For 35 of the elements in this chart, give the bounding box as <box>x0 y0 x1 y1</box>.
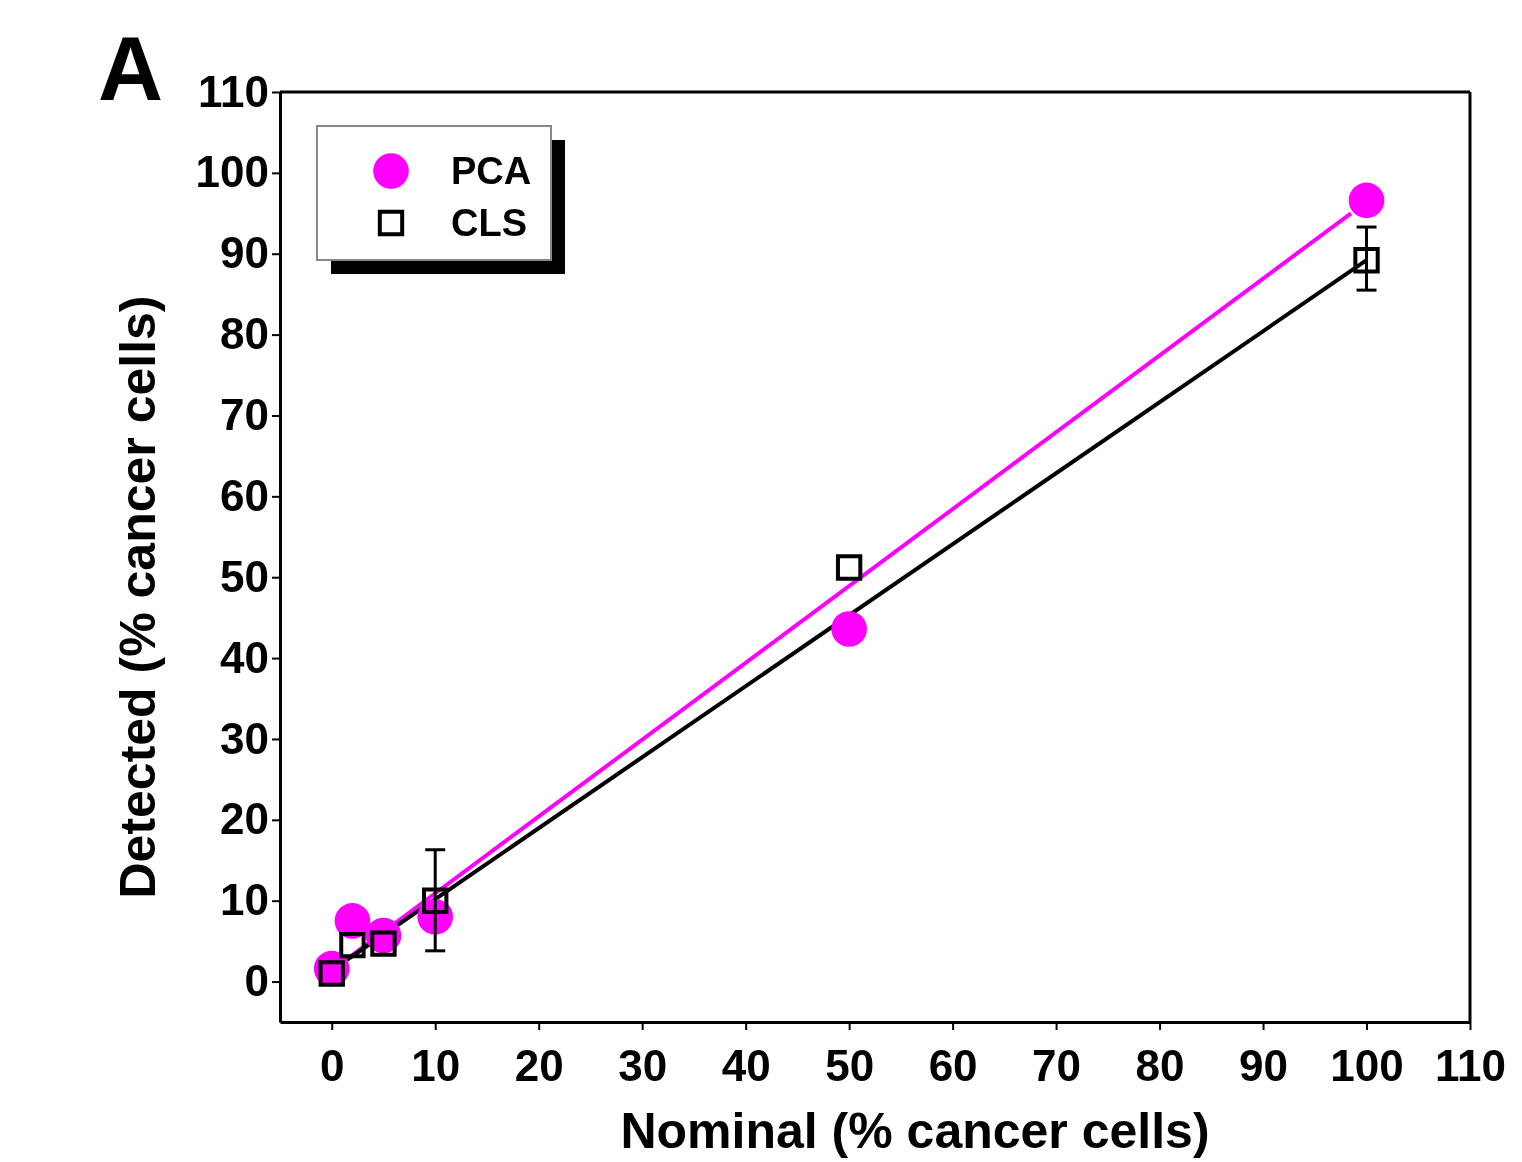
y-tick-label: 70 <box>220 390 269 440</box>
point <box>831 611 867 647</box>
y-tick-label: 50 <box>220 551 269 601</box>
y-axis-title: Detected (% cancer cells) <box>110 295 166 899</box>
x-tick-label: 40 <box>721 1041 771 1091</box>
x-tick-label: 30 <box>618 1041 668 1091</box>
y-tick-label: 80 <box>220 309 269 359</box>
x-tick-label: 20 <box>514 1041 564 1091</box>
y-tick-label: 0 <box>244 956 269 1006</box>
x-tick-label: 60 <box>928 1041 978 1091</box>
point <box>835 554 863 581</box>
x-tick-label: 10 <box>411 1041 461 1091</box>
y-tick-label: 110 <box>198 66 269 116</box>
point <box>1353 247 1380 274</box>
y-tick-label: 10 <box>220 875 269 925</box>
x-axis-title: Nominal (% cancer cells) <box>620 1103 1210 1159</box>
y-tick-label: 30 <box>220 713 269 763</box>
x-tick-label: 50 <box>825 1041 875 1091</box>
text: A <box>98 19 163 119</box>
y-tick-label: 40 <box>220 632 269 682</box>
x-tick-label: 70 <box>1032 1041 1082 1091</box>
y-tick-label: 100 <box>195 147 269 197</box>
x-tick-label: 110 <box>1435 1041 1506 1091</box>
point <box>339 931 366 959</box>
legend-label: CLS <box>451 202 527 245</box>
legend-label: PCA <box>451 150 532 193</box>
x-tick-label: 90 <box>1239 1041 1289 1091</box>
point <box>1348 182 1385 219</box>
x-tick-label: 0 <box>320 1041 345 1091</box>
point <box>422 887 449 914</box>
y-tick-label: 20 <box>220 794 269 844</box>
x-tick-label: 80 <box>1135 1041 1185 1091</box>
y-tick-label: 60 <box>220 470 269 520</box>
x-tick-label: 100 <box>1330 1041 1404 1091</box>
y-tick-label: 90 <box>220 228 269 278</box>
